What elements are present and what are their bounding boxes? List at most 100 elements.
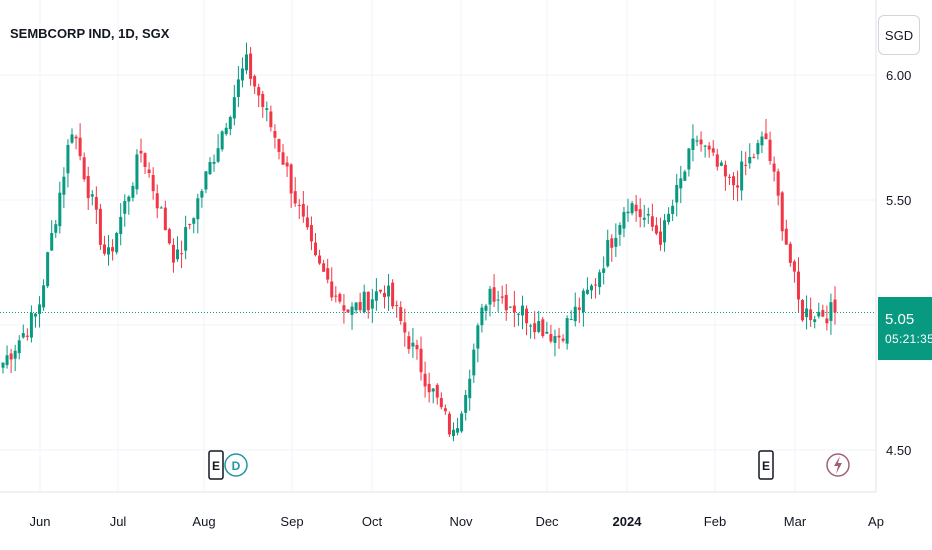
candle-body — [447, 413, 451, 435]
candle-body — [585, 289, 589, 294]
candle-body — [54, 224, 58, 233]
candle-body — [9, 353, 13, 360]
candle-body — [119, 216, 123, 234]
candle-body — [658, 231, 662, 245]
candle-body — [220, 131, 224, 150]
candle-body — [492, 287, 496, 302]
x-tick-label: Aug — [192, 514, 215, 529]
candle-body — [663, 220, 667, 243]
candle-body — [342, 305, 346, 311]
candle-body — [472, 349, 476, 376]
candle-body — [94, 197, 98, 210]
candle-body — [565, 318, 569, 344]
candle-body — [683, 171, 687, 181]
candle-body — [212, 161, 216, 164]
candle-body — [374, 291, 378, 301]
candle-body — [29, 312, 33, 338]
candle-body — [813, 319, 817, 322]
candle-body — [525, 308, 529, 324]
candle-body — [399, 307, 403, 322]
candle-body — [111, 247, 115, 252]
candle-body — [62, 176, 66, 195]
candle-body — [634, 204, 638, 212]
candle-body — [464, 394, 468, 413]
candle-body — [776, 171, 780, 196]
candle-body — [46, 252, 50, 287]
candle-body — [139, 150, 143, 154]
earnings-marker[interactable]: E — [208, 450, 224, 480]
earnings-marker-label: E — [212, 459, 220, 473]
candle-body — [155, 193, 159, 209]
candle-body — [228, 117, 232, 130]
candle-body — [833, 299, 837, 313]
candle-body — [553, 336, 557, 343]
candle-body — [322, 263, 326, 272]
candle-body — [305, 217, 309, 228]
candle-body — [240, 68, 244, 81]
candle-body — [488, 288, 492, 305]
candle-body — [314, 242, 318, 256]
candle-body — [622, 212, 626, 229]
candle-body — [626, 211, 630, 214]
candle-body — [257, 87, 261, 96]
candle-body — [699, 139, 703, 145]
candle-body — [289, 164, 293, 194]
candle-body — [395, 305, 399, 307]
candle-body — [780, 192, 784, 232]
currency-button[interactable]: SGD — [878, 15, 920, 55]
lightning-icon[interactable] — [826, 453, 850, 477]
candle-body — [383, 292, 387, 298]
candle-body — [496, 299, 500, 301]
candle-body — [370, 299, 374, 309]
candle-body — [90, 194, 94, 197]
candle-body — [581, 290, 585, 313]
candle-body — [82, 157, 86, 180]
candle-body — [13, 350, 17, 359]
candle-body — [98, 208, 102, 245]
x-tick-label: Oct — [362, 514, 383, 529]
candle-body — [740, 161, 744, 191]
x-tick-label: Sep — [280, 514, 303, 529]
candle-body — [21, 333, 25, 338]
candle-body — [25, 335, 29, 337]
candle-body — [115, 233, 119, 253]
candle-body — [253, 76, 257, 87]
candle-body — [594, 284, 598, 286]
candle-body — [480, 307, 484, 326]
candle-body — [796, 271, 800, 300]
candle-body — [171, 244, 175, 263]
candle-body — [760, 136, 764, 146]
candle-body — [33, 313, 37, 317]
candle-body — [687, 148, 691, 170]
candle-body — [151, 175, 155, 192]
candle-body — [127, 196, 131, 202]
candles — [1, 42, 837, 442]
candle-body — [86, 176, 90, 199]
candle-body — [293, 191, 297, 204]
candle-body — [468, 378, 472, 399]
candle-body — [744, 164, 748, 166]
candle-body — [809, 309, 813, 320]
candle-body — [273, 130, 277, 138]
candle-body — [387, 285, 391, 297]
candle-body — [17, 340, 21, 354]
candle-body — [265, 108, 269, 110]
candle-body — [366, 291, 370, 311]
candle-body — [1, 362, 5, 368]
candle-body — [249, 53, 253, 79]
candle-body — [269, 111, 273, 128]
candle-body — [549, 334, 553, 342]
candle-body — [727, 176, 731, 178]
candle-body — [232, 97, 236, 119]
earnings-marker[interactable]: E — [758, 450, 774, 480]
candle-body — [415, 344, 419, 350]
candle-body — [679, 178, 683, 189]
candle-body — [504, 294, 508, 311]
candle-body — [557, 335, 561, 338]
candle-body — [711, 148, 715, 153]
candle-body — [354, 302, 358, 311]
x-tick-label: Feb — [704, 514, 726, 529]
dividend-marker[interactable]: D — [224, 453, 248, 477]
candle-body — [748, 156, 752, 164]
